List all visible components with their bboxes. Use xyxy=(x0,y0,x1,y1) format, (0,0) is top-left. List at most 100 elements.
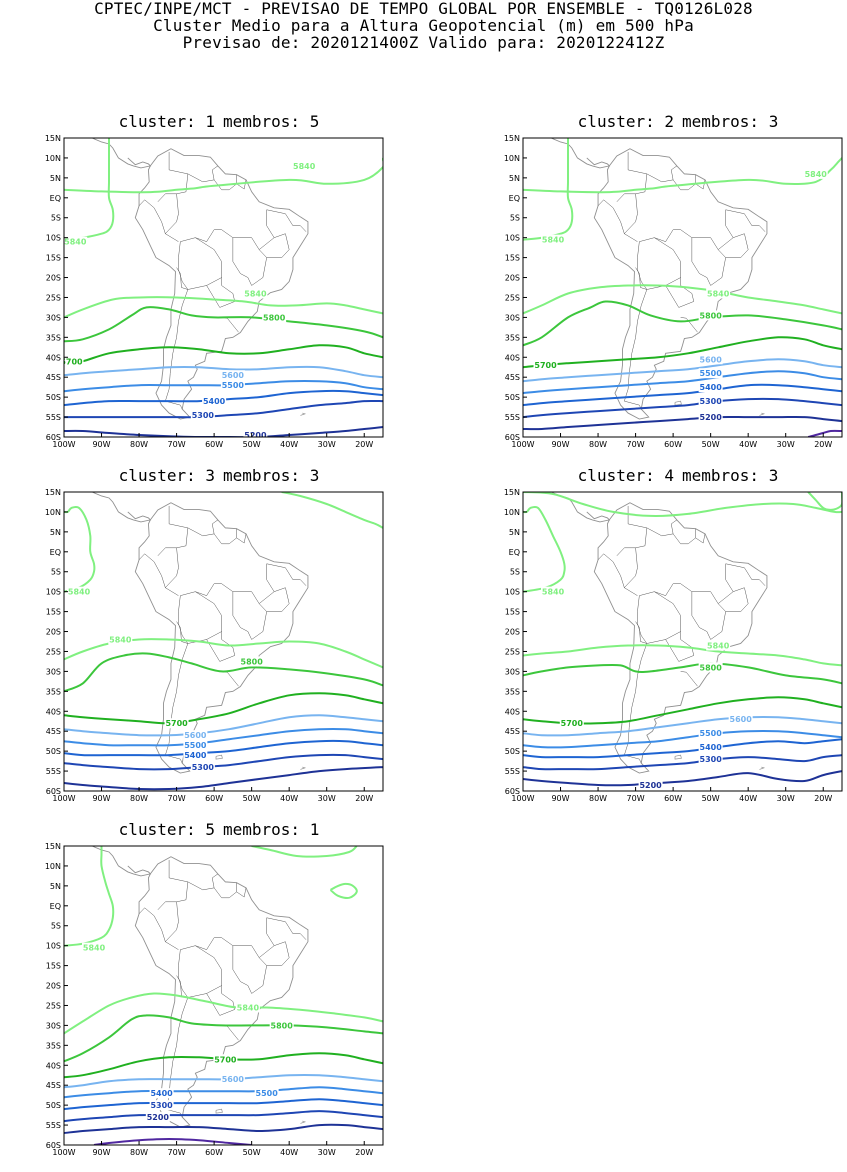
contour-5840 xyxy=(523,644,842,667)
lat-tick-label: 15N xyxy=(504,134,520,143)
contour-label: 5600 xyxy=(184,731,207,740)
lat-tick-label: 10S xyxy=(505,588,520,597)
lon-tick-label: 40W xyxy=(280,1148,298,1157)
lat-tick-label: 35S xyxy=(505,333,520,342)
geopotential-map: 5840 5840 5840 5800 5700 5600 5500 5400 5300 5200… xyxy=(504,134,843,449)
lat-tick-label: 45S xyxy=(46,727,61,736)
border-line xyxy=(725,209,766,238)
contour-5840 xyxy=(64,157,383,194)
border-line xyxy=(138,199,179,242)
border-line xyxy=(691,591,711,640)
contour-label-bg xyxy=(202,396,227,407)
panel-title: cluster: 5 membros: 1 xyxy=(24,820,414,839)
border-line xyxy=(232,237,252,286)
border-line xyxy=(157,193,179,234)
lon-tick-label: 90W xyxy=(92,794,110,803)
border-line xyxy=(654,229,726,286)
lat-tick-label: 15S xyxy=(46,254,61,263)
panel-title: cluster: 3 membros: 3 xyxy=(24,466,414,485)
contour-5840 xyxy=(523,138,574,241)
lat-tick-label: 15N xyxy=(45,134,61,143)
lat-tick-label: 45S xyxy=(505,727,520,736)
contour-label: 5400 xyxy=(700,383,723,392)
contour-5300 xyxy=(64,1110,383,1123)
contour-5300 xyxy=(523,397,842,419)
contour-label: 5800 xyxy=(700,663,723,672)
lat-tick-label: 55S xyxy=(46,1121,61,1130)
lat-tick-label: 25S xyxy=(46,647,61,656)
lon-tick-label: 40W xyxy=(280,440,298,449)
lon-tick-label: 80W xyxy=(130,440,148,449)
lat-tick-label: 60S xyxy=(46,787,61,796)
map-frame xyxy=(63,491,384,792)
contour-5700 xyxy=(64,344,383,367)
contour-5840 xyxy=(329,882,358,899)
border-line xyxy=(258,233,290,258)
contour-5800 xyxy=(64,1014,383,1063)
lon-tick-label: 30W xyxy=(777,794,795,803)
contour-5600 xyxy=(64,365,383,379)
contour-label: 5840 xyxy=(68,588,91,597)
contour-label: 5840 xyxy=(109,636,132,645)
lon-tick-label: 30W xyxy=(318,794,336,803)
lon-tick-label: 30W xyxy=(318,440,336,449)
contour-label: 5800 xyxy=(700,311,723,320)
contour-label: 5600 xyxy=(222,371,245,380)
contour-5600 xyxy=(523,358,842,383)
lat-tick-label: 60S xyxy=(505,433,520,442)
border-line xyxy=(187,873,219,891)
lat-tick-label: 45S xyxy=(505,373,520,382)
island xyxy=(300,1120,307,1124)
contour-label-bg xyxy=(269,1020,294,1031)
contour-label: 5700 xyxy=(561,719,584,728)
border-line xyxy=(165,267,189,410)
lat-tick-label: 35S xyxy=(46,1041,61,1050)
border-line xyxy=(168,859,189,903)
contour-label: 5700 xyxy=(60,357,83,366)
lon-tick-label: 80W xyxy=(130,1148,148,1157)
contour-label-bg xyxy=(698,412,723,423)
lat-tick-label: 45S xyxy=(46,373,61,382)
cluster-label: cluster: 4 xyxy=(577,466,674,485)
contour-5400 xyxy=(523,383,842,407)
contour-label: 5500 xyxy=(184,741,207,750)
border-line xyxy=(266,917,307,946)
contour-label: 5840 xyxy=(64,238,87,247)
lon-tick-label: 60W xyxy=(205,794,223,803)
lat-tick-label: 50S xyxy=(505,393,520,402)
lat-tick-label: 10S xyxy=(46,588,61,597)
contour-label: 5300 xyxy=(192,763,215,772)
contour-label-bg xyxy=(149,1100,174,1111)
contour-label-bg xyxy=(541,234,566,245)
contour-label-bg xyxy=(698,382,723,393)
contour-label: 5300 xyxy=(700,397,723,406)
lon-tick-label: 90W xyxy=(551,794,569,803)
lat-tick-label: 20S xyxy=(46,274,61,283)
geopotential-map: 5840 5840 5800 5700 5600 5500 5400 5300 5200 15N 1… xyxy=(45,842,384,1157)
border-line xyxy=(680,671,698,687)
contour-label: 5400 xyxy=(700,743,723,752)
contour-label-bg xyxy=(638,780,663,791)
contour-label-bg xyxy=(190,762,215,773)
contour-label-bg xyxy=(698,310,723,321)
contour-label-bg xyxy=(698,742,723,753)
lat-tick-label: EQ xyxy=(50,902,61,911)
contour-label: 5700 xyxy=(165,719,188,728)
border-line xyxy=(725,563,766,592)
lat-tick-label: 5N xyxy=(509,174,520,183)
island xyxy=(215,1108,223,1114)
border-line xyxy=(168,151,189,195)
lat-tick-label: 5N xyxy=(50,174,61,183)
border-line xyxy=(232,945,252,994)
members-label: membros: 5 xyxy=(223,112,320,131)
contour-label-bg xyxy=(533,360,558,371)
border-line xyxy=(168,505,189,549)
lat-tick-label: 25S xyxy=(505,647,520,656)
contour-label: 5300 xyxy=(150,1101,173,1110)
border-line xyxy=(178,237,222,290)
border-line xyxy=(258,941,290,966)
border-line xyxy=(178,945,222,998)
contour-label: 5400 xyxy=(184,751,207,760)
